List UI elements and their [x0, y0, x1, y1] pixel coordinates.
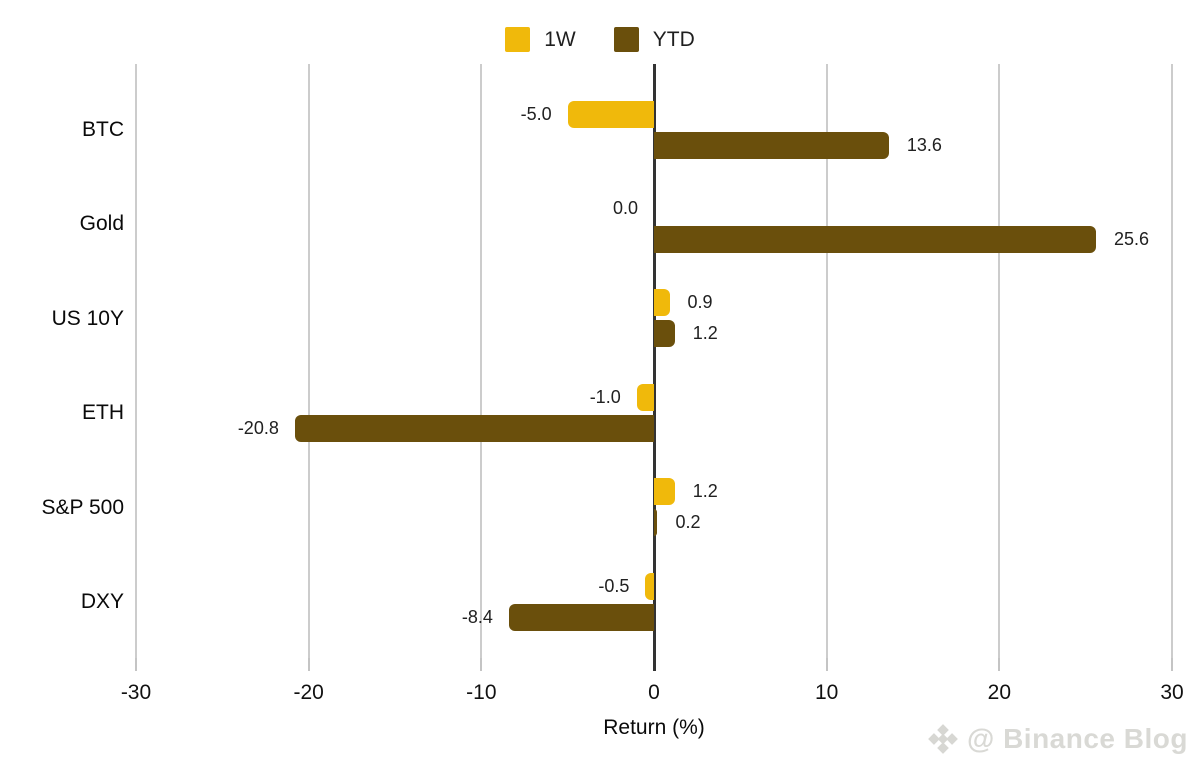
axis-tick [1171, 658, 1173, 671]
x-tick-label: 20 [987, 681, 1011, 704]
value-label-eth-1w: -1.0 [589, 386, 621, 407]
x-tick-label: 30 [1160, 681, 1184, 704]
axis-tick [135, 658, 137, 671]
zero-axis-line [652, 64, 656, 671]
bar-dxy-1w [645, 572, 654, 600]
category-label-gold: Gold [79, 212, 124, 236]
category-label-s-p-500: S&P 500 [41, 495, 124, 519]
axis-tick [998, 658, 1001, 671]
bar-eth-ytd [294, 414, 654, 442]
x-axis-title: Return (%) [603, 716, 705, 739]
gridline [480, 64, 483, 658]
x-tick-label: 0 [648, 681, 660, 704]
legend-swatch-1w [505, 27, 531, 52]
legend-item-1w: 1W [505, 27, 576, 52]
bar-s-p-500-ytd [654, 509, 658, 537]
binance-diamond-icon [928, 724, 958, 754]
value-label-s-p-500-1w: 1.2 [692, 481, 718, 502]
legend: 1W YTD [0, 27, 1200, 52]
value-label-us-10y-1w: 0.9 [687, 292, 713, 313]
gridline [825, 64, 828, 658]
value-label-dxy-ytd: -8.4 [461, 606, 493, 627]
bar-us-10y-ytd [654, 320, 675, 348]
value-label-dxy-1w: -0.5 [598, 575, 630, 596]
category-label-eth: ETH [82, 401, 124, 425]
gridline [998, 64, 1001, 658]
bar-s-p-500-1w [654, 478, 675, 506]
value-label-gold-ytd: 25.6 [1114, 228, 1150, 249]
watermark: @ Binance Blog [926, 722, 1188, 756]
x-tick-label: -30 [120, 681, 152, 704]
category-label-us-10y: US 10Y [51, 306, 124, 330]
x-tick-label: -20 [293, 681, 324, 704]
legend-swatch-ytd [613, 27, 639, 52]
value-label-gold-1w: 0.0 [612, 197, 638, 218]
x-tick-label: 10 [814, 681, 839, 704]
value-label-btc-1w: -5.0 [520, 103, 552, 124]
bar-btc-1w [567, 100, 654, 128]
gridline [1171, 64, 1173, 658]
gridline [307, 64, 310, 658]
x-tick-label: -10 [466, 681, 497, 704]
bar-us-10y-1w [654, 289, 670, 317]
axis-tick [480, 658, 483, 671]
category-label-btc: BTC [82, 118, 124, 141]
legend-item-ytd: YTD [613, 27, 695, 52]
bar-eth-1w [636, 383, 654, 411]
value-label-us-10y-ytd: 1.2 [692, 323, 718, 344]
axis-tick [825, 658, 828, 671]
legend-label-ytd: YTD [652, 28, 695, 51]
category-label-dxy: DXY [80, 590, 124, 613]
value-label-btc-ytd: 13.6 [906, 134, 942, 155]
bar-dxy-ytd [508, 603, 654, 631]
watermark-text: @ Binance Blog [967, 723, 1188, 754]
bar-btc-ytd [654, 131, 889, 159]
legend-label-1w: 1W [544, 28, 576, 51]
axis-tick [307, 658, 310, 671]
bar-gold-ytd [654, 225, 1097, 253]
gridline [135, 64, 137, 658]
value-label-eth-ytd: -20.8 [237, 417, 279, 438]
value-label-s-p-500-ytd: 0.2 [675, 512, 701, 533]
